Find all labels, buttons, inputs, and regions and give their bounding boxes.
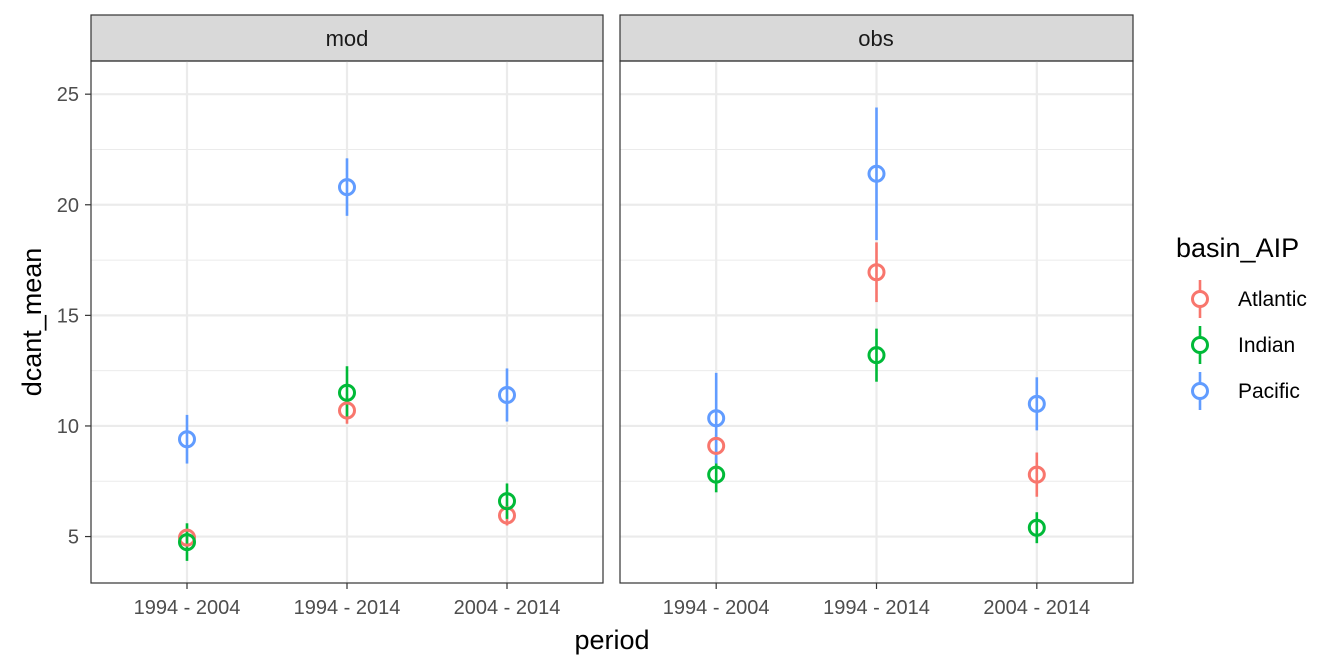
- x-axis-mod: 1994 - 2004 1994 - 2014 2004 - 2014: [134, 583, 561, 619]
- point-indian: [1027, 518, 1046, 537]
- point-indian: [498, 492, 516, 511]
- point-pacific: [498, 385, 516, 404]
- marks-mod: [178, 158, 516, 561]
- x-tick-label: 1994 - 2014: [823, 597, 930, 619]
- legend-key-point-indian: [1191, 336, 1209, 354]
- y-tick-label: 10: [57, 416, 79, 438]
- point-indian: [338, 383, 356, 402]
- point-indian: [707, 465, 726, 484]
- point-indian: [178, 533, 196, 552]
- point-atlantic: [1027, 465, 1046, 484]
- point-indian: [867, 346, 886, 365]
- x-tick-label: 2004 - 2014: [454, 597, 561, 619]
- y-tick-label: 15: [57, 305, 79, 327]
- y-tick-label: 5: [68, 527, 79, 549]
- point-pacific: [178, 430, 196, 449]
- strip-mod-background: [90, 14, 604, 62]
- gridlines-mod: [91, 61, 603, 583]
- x-axis-obs: 1994 - 2004 1994 - 2014 2004 - 2014: [663, 583, 1090, 619]
- marks-obs: [707, 107, 1046, 544]
- strip-label-mod: mod: [326, 26, 369, 51]
- legend-title: basin_AIP: [1176, 233, 1299, 263]
- point-atlantic: [707, 436, 726, 455]
- strip-label-obs: obs: [858, 26, 893, 51]
- point-atlantic: [867, 263, 886, 282]
- y-axis: 5 10 15 20 25: [57, 84, 91, 549]
- point-pacific: [707, 409, 726, 428]
- x-tick-label: 1994 - 2004: [663, 597, 770, 619]
- legend: basin_AIP Atlantic Indian Pacific: [1176, 233, 1307, 410]
- y-tick-label: 20: [57, 195, 79, 217]
- panel-mod: mod 1994 - 2004 1994 - 2014 2004 - 2014: [90, 14, 604, 619]
- legend-label-indian: Indian: [1238, 334, 1295, 357]
- point-atlantic: [338, 401, 356, 420]
- point-pacific: [1027, 394, 1046, 413]
- point-pacific: [867, 164, 886, 183]
- legend-keys: Atlantic Indian Pacific: [1191, 280, 1307, 410]
- legend-label-atlantic: Atlantic: [1238, 288, 1307, 311]
- x-tick-label: 1994 - 2004: [134, 597, 241, 619]
- legend-key-point-atlantic: [1191, 290, 1209, 308]
- x-tick-label: 1994 - 2014: [294, 597, 401, 619]
- legend-key-point-pacific: [1191, 382, 1209, 400]
- legend-label-pacific: Pacific: [1238, 380, 1300, 403]
- panel-obs: obs 1994 - 2004 1994 - 2014 2004 - 2014: [619, 14, 1134, 619]
- point-pacific: [338, 178, 356, 197]
- x-axis-title: period: [574, 625, 649, 655]
- y-tick-label: 25: [57, 84, 79, 106]
- x-tick-label: 2004 - 2014: [983, 597, 1090, 619]
- y-axis-title: dcant_mean: [17, 248, 47, 397]
